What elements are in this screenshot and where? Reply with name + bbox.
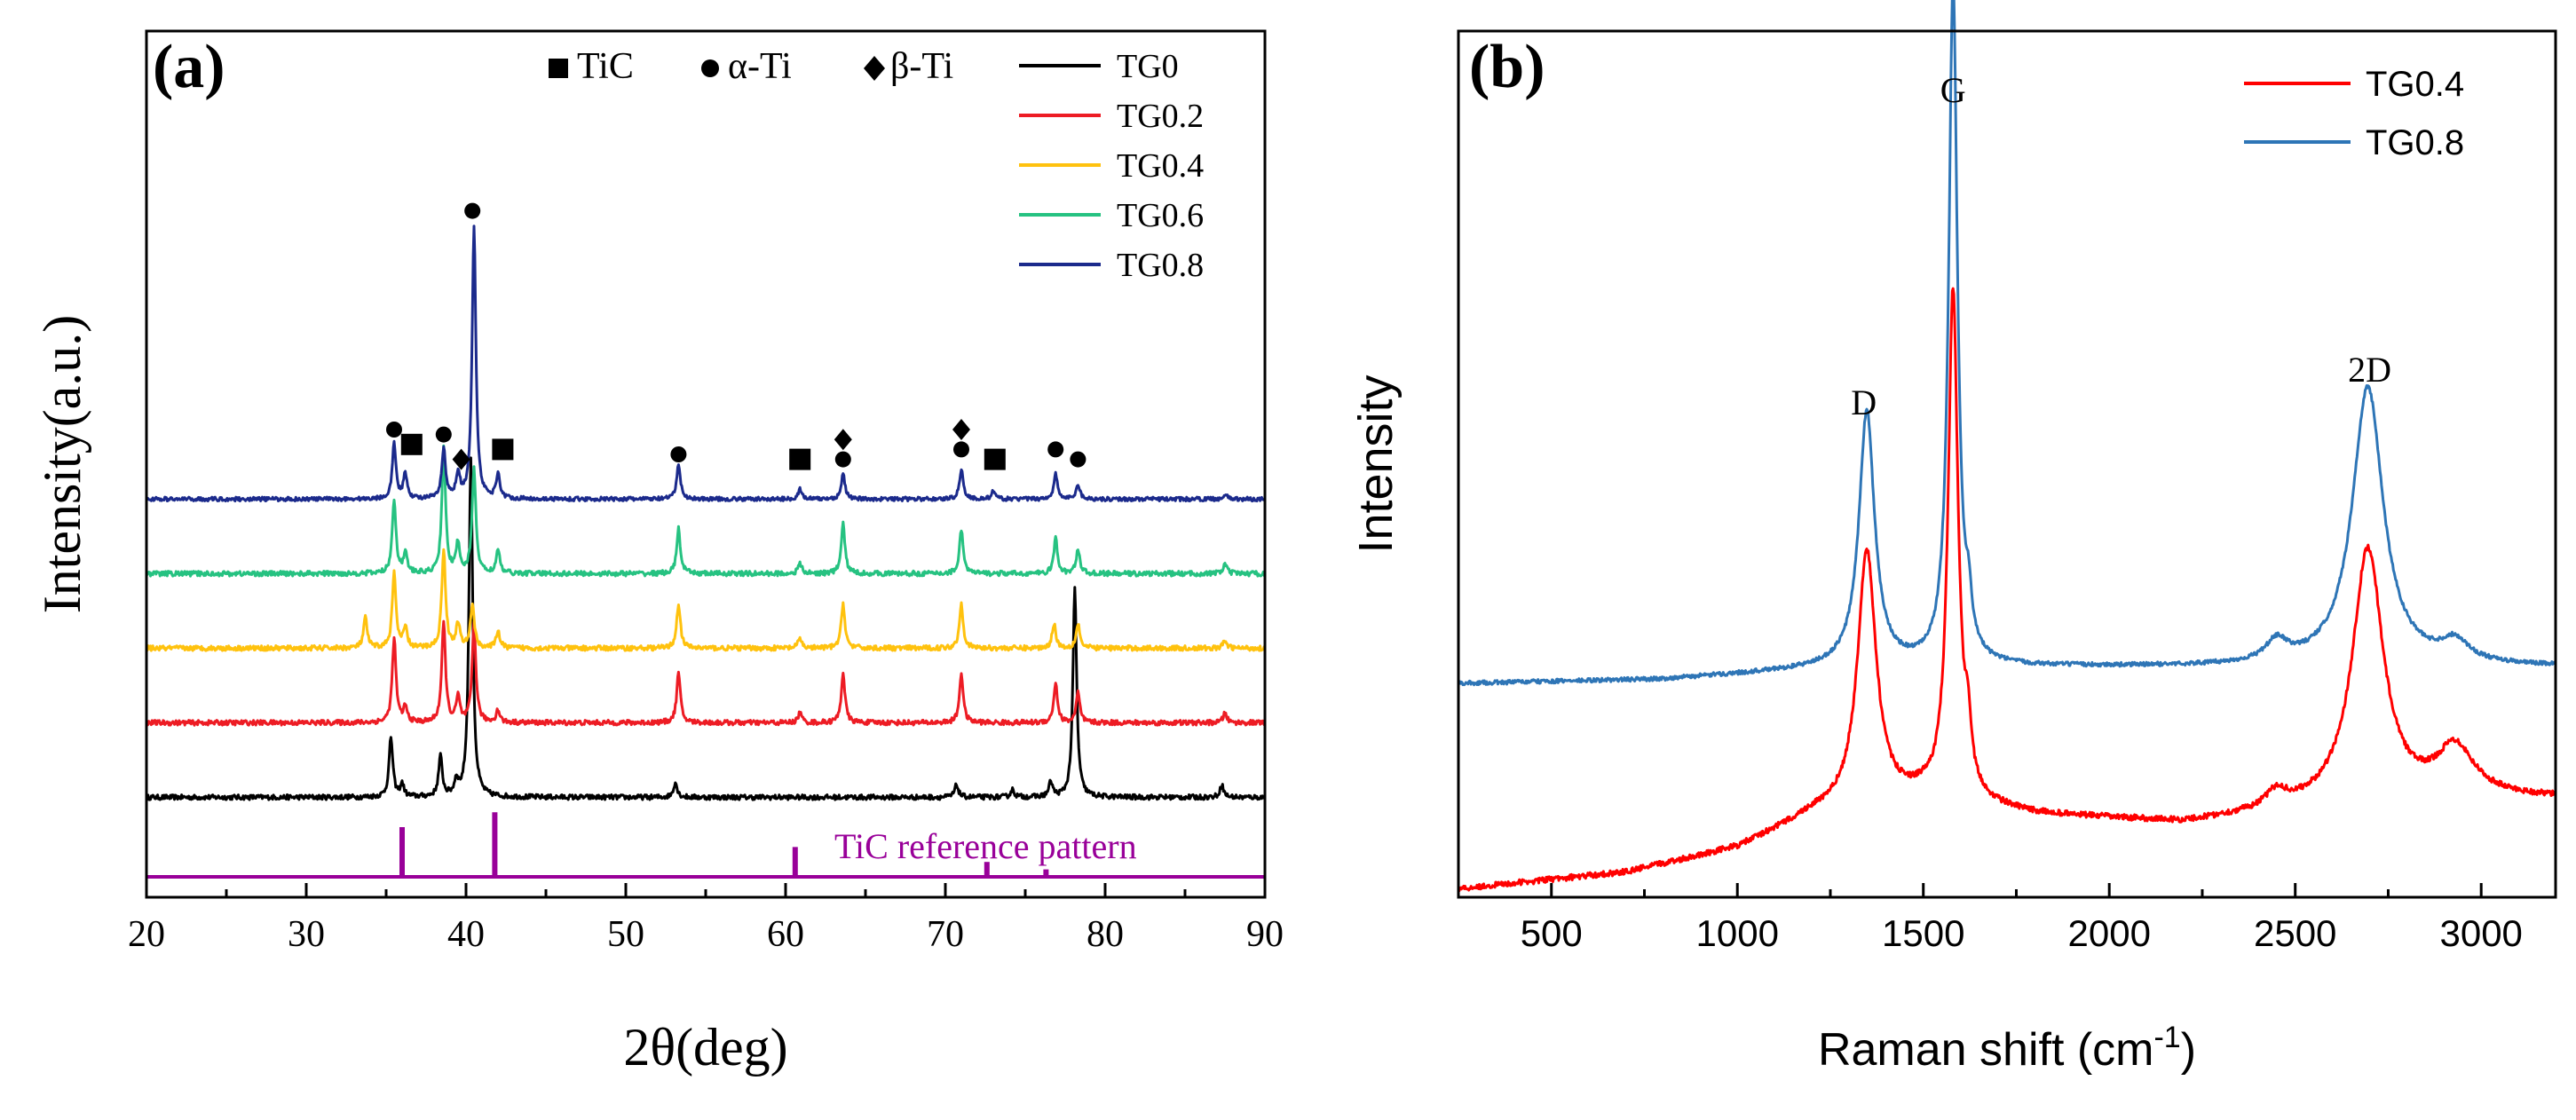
panel-a: 20 30 40 50 60 70 80 90 (a) TiC α-Ti β-Ti TG0 T… xyxy=(33,29,1284,1077)
panel-a-x-ticks: 20 30 40 50 60 70 80 90 xyxy=(128,883,1284,955)
alpha-ti-marker-icon xyxy=(953,441,969,458)
panel-a-x-axis-label: 2θ(deg) xyxy=(623,1018,787,1077)
panel-a-series-legend: TG0 TG0.2 TG0.4 TG0.6 TG0.8 xyxy=(1019,48,1204,284)
panel-b-label: (b) xyxy=(1469,33,1545,101)
phase-legend-label-alpha-ti: α-Ti xyxy=(728,46,792,87)
xrd-curve-tg02 xyxy=(145,619,1267,727)
panel-b-x-ticks: 500 1000 1500 2000 2500 3000 xyxy=(1457,883,2523,954)
x-axis-label-superscript: -1 xyxy=(2153,1021,2180,1054)
tic-square-icon xyxy=(549,59,568,78)
panel-a-markers xyxy=(386,202,1087,470)
x-tick-label: 80 xyxy=(1087,914,1124,955)
panel-a-phase-legend: TiC α-Ti β-Ti xyxy=(549,46,953,87)
x-tick-label: 70 xyxy=(927,914,964,955)
x-tick-label: 40 xyxy=(447,914,485,955)
beta-ti-diamond-icon xyxy=(864,56,885,81)
panel-b-frame xyxy=(1457,29,2557,899)
panel-b: 500 1000 1500 2000 2500 3000 (b) TG0.4 TG0.8 … xyxy=(1349,0,2557,1076)
peak-label-d: D xyxy=(1851,383,1877,422)
reference-pattern-label: TiC reference pattern xyxy=(834,826,1137,866)
panel-b-y-axis-label: Intensity xyxy=(1349,375,1403,553)
x-tick-label: 2500 xyxy=(2254,912,2336,954)
panel-a-y-axis-label: Intensity(a.u.) xyxy=(33,315,91,614)
x-tick-label: 30 xyxy=(288,914,325,955)
tic-marker-icon xyxy=(789,448,811,470)
x-tick-label: 50 xyxy=(607,914,644,955)
x-tick-label: 90 xyxy=(1246,914,1284,955)
alpha-ti-marker-icon xyxy=(464,202,481,219)
raman-curve-tg08 xyxy=(1458,0,2557,687)
x-tick-label: 1500 xyxy=(1882,912,1964,954)
panel-b-curves xyxy=(1457,0,2557,893)
legend-label-tg04-raman: TG0.4 xyxy=(2366,65,2464,104)
legend-label-tg08-raman: TG0.8 xyxy=(2366,123,2464,162)
alpha-ti-marker-icon xyxy=(386,422,402,438)
panel-b-x-axis-label: Raman shift (cm-1) xyxy=(1818,1021,2196,1076)
tic-marker-icon xyxy=(492,438,514,461)
phase-legend-label-tic: TiC xyxy=(577,46,634,87)
alpha-ti-marker-icon xyxy=(1070,451,1087,468)
xrd-curve-tg08 xyxy=(146,225,1266,503)
panel-b-peak-labels: D G 2D xyxy=(1851,70,2391,422)
x-axis-label-main: Raman shift (cm xyxy=(1818,1024,2154,1076)
xrd-curve-tg06 xyxy=(145,444,1266,578)
x-tick-label: 60 xyxy=(767,914,804,955)
legend-label-tg08: TG0.8 xyxy=(1117,247,1204,284)
xrd-curve-tg0 xyxy=(145,456,1267,801)
panel-a-curves xyxy=(145,225,1267,879)
legend-label-tg06: TG0.6 xyxy=(1117,197,1204,234)
tic-marker-icon xyxy=(984,448,1006,470)
beta-ti-marker-icon xyxy=(452,448,470,470)
x-axis-label-close: ) xyxy=(2181,1024,2196,1076)
beta-ti-marker-icon xyxy=(834,429,852,451)
xrd-curve-tg04 xyxy=(145,548,1267,652)
legend-label-tg02: TG0.2 xyxy=(1117,98,1204,135)
raman-curve-tg04 xyxy=(1457,287,2557,893)
tic-marker-icon xyxy=(400,433,423,455)
beta-ti-marker-icon xyxy=(952,419,970,440)
phase-legend-label-beta-ti: β-Ti xyxy=(890,46,953,87)
peak-label-g: G xyxy=(1940,70,1966,110)
x-tick-label: 500 xyxy=(1521,912,1583,954)
peak-label-2d: 2D xyxy=(2348,350,2391,390)
alpha-ti-circle-icon xyxy=(701,59,719,77)
x-tick-label: 2000 xyxy=(2068,912,2151,954)
panel-a-frame xyxy=(145,29,1267,899)
x-tick-label: 20 xyxy=(128,914,165,955)
legend-label-tg0: TG0 xyxy=(1117,48,1179,85)
alpha-ti-marker-icon xyxy=(1047,441,1064,458)
x-tick-label: 3000 xyxy=(2439,912,2522,954)
x-tick-label: 1000 xyxy=(1696,912,1779,954)
panel-a-label: (a) xyxy=(153,33,225,101)
alpha-ti-marker-icon xyxy=(670,446,687,462)
legend-label-tg04: TG0.4 xyxy=(1117,147,1204,185)
alpha-ti-marker-icon xyxy=(435,426,452,443)
alpha-ti-marker-icon xyxy=(834,451,851,468)
panel-b-legend: TG0.4 TG0.8 xyxy=(2244,65,2464,162)
